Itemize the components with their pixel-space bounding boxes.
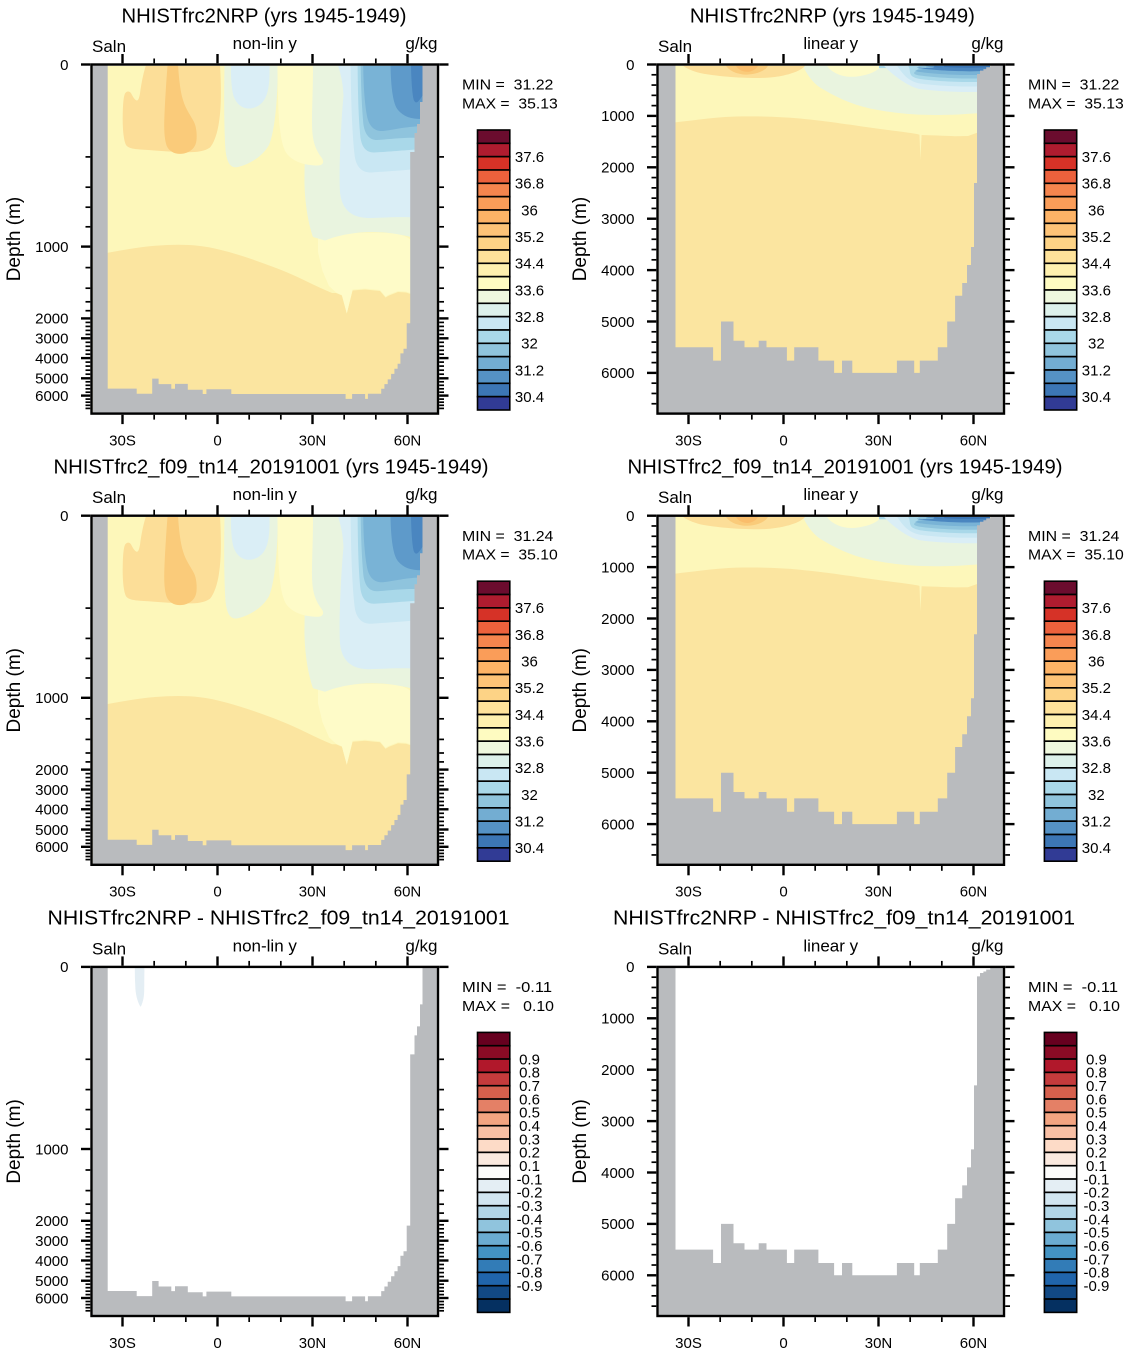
svg-text:0.4: 0.4 xyxy=(1086,1118,1107,1135)
svg-text:MIN = -0.11: MIN = -0.11 xyxy=(1028,979,1118,996)
svg-text:MIN = 31.22: MIN = 31.22 xyxy=(1028,77,1119,94)
svg-text:MAX = 35.10: MAX = 35.10 xyxy=(1028,547,1124,564)
svg-text:MIN = -0.11: MIN = -0.11 xyxy=(462,979,552,996)
svg-text:-0.7: -0.7 xyxy=(1083,1251,1109,1268)
svg-text:NHISTfrc2_f09_tn14_20191001 (y: NHISTfrc2_f09_tn14_20191001 (yrs 1945-19… xyxy=(54,457,489,479)
svg-text:-0.7: -0.7 xyxy=(517,1251,543,1268)
svg-text:MIN = 31.22: MIN = 31.22 xyxy=(462,77,553,94)
svg-text:0.7: 0.7 xyxy=(1086,1078,1107,1095)
svg-text:0.9: 0.9 xyxy=(519,1051,540,1068)
svg-text:-0.1: -0.1 xyxy=(517,1171,543,1188)
svg-text:-0.4: -0.4 xyxy=(1083,1211,1109,1228)
svg-text:NHISTfrc2_f09_tn14_20191001 (y: NHISTfrc2_f09_tn14_20191001 (yrs 1945-19… xyxy=(628,457,1063,479)
svg-text:-0.2: -0.2 xyxy=(1083,1185,1109,1202)
svg-text:0.6: 0.6 xyxy=(1086,1091,1107,1108)
svg-text:MAX = 0.10: MAX = 0.10 xyxy=(462,998,554,1015)
svg-text:-0.1: -0.1 xyxy=(1083,1171,1109,1188)
svg-text:0.4: 0.4 xyxy=(519,1118,540,1135)
svg-text:MAX = 0.10: MAX = 0.10 xyxy=(1028,998,1120,1015)
svg-text:-0.2: -0.2 xyxy=(517,1185,543,1202)
svg-text:MIN = 31.24: MIN = 31.24 xyxy=(462,528,553,545)
svg-text:0.8: 0.8 xyxy=(519,1065,540,1082)
svg-text:MAX = 35.10: MAX = 35.10 xyxy=(462,547,558,564)
svg-text:0.7: 0.7 xyxy=(519,1078,540,1095)
svg-text:0.1: 0.1 xyxy=(519,1158,540,1175)
svg-text:-0.8: -0.8 xyxy=(517,1265,543,1282)
svg-text:-0.5: -0.5 xyxy=(517,1225,543,1242)
svg-text:-0.6: -0.6 xyxy=(1083,1238,1109,1255)
svg-text:-0.4: -0.4 xyxy=(517,1211,543,1228)
svg-text:-0.9: -0.9 xyxy=(1083,1278,1109,1295)
svg-text:0.9: 0.9 xyxy=(1086,1051,1107,1068)
svg-text:-0.3: -0.3 xyxy=(517,1198,543,1215)
svg-text:-0.3: -0.3 xyxy=(1083,1198,1109,1215)
svg-text:0.3: 0.3 xyxy=(1086,1131,1107,1148)
svg-text:0.2: 0.2 xyxy=(519,1145,540,1162)
svg-text:MAX = 35.13: MAX = 35.13 xyxy=(462,95,558,112)
svg-text:NHISTfrc2NRP - NHISTfrc2_f09_t: NHISTfrc2NRP - NHISTfrc2_f09_tn14_201910… xyxy=(613,908,1075,930)
svg-text:0.1: 0.1 xyxy=(1086,1158,1107,1175)
svg-text:0.3: 0.3 xyxy=(519,1131,540,1148)
svg-text:0.5: 0.5 xyxy=(519,1105,540,1122)
svg-text:-0.6: -0.6 xyxy=(517,1238,543,1255)
svg-text:0.8: 0.8 xyxy=(1086,1065,1107,1082)
svg-text:0.6: 0.6 xyxy=(519,1091,540,1108)
svg-text:NHISTfrc2NRP - NHISTfrc2_f09_t: NHISTfrc2NRP - NHISTfrc2_f09_tn14_201910… xyxy=(48,908,510,930)
svg-text:MIN = 31.24: MIN = 31.24 xyxy=(1028,528,1119,545)
svg-text:NHISTfrc2NRP (yrs 1945-1949): NHISTfrc2NRP (yrs 1945-1949) xyxy=(122,5,407,27)
svg-text:-0.9: -0.9 xyxy=(517,1278,543,1295)
svg-text:-0.5: -0.5 xyxy=(1083,1225,1109,1242)
svg-text:0.5: 0.5 xyxy=(1086,1105,1107,1122)
svg-text:-0.8: -0.8 xyxy=(1083,1265,1109,1282)
svg-text:MAX = 35.13: MAX = 35.13 xyxy=(1028,95,1124,112)
svg-text:0.2: 0.2 xyxy=(1086,1145,1107,1162)
svg-text:NHISTfrc2NRP (yrs 1945-1949): NHISTfrc2NRP (yrs 1945-1949) xyxy=(690,5,975,27)
